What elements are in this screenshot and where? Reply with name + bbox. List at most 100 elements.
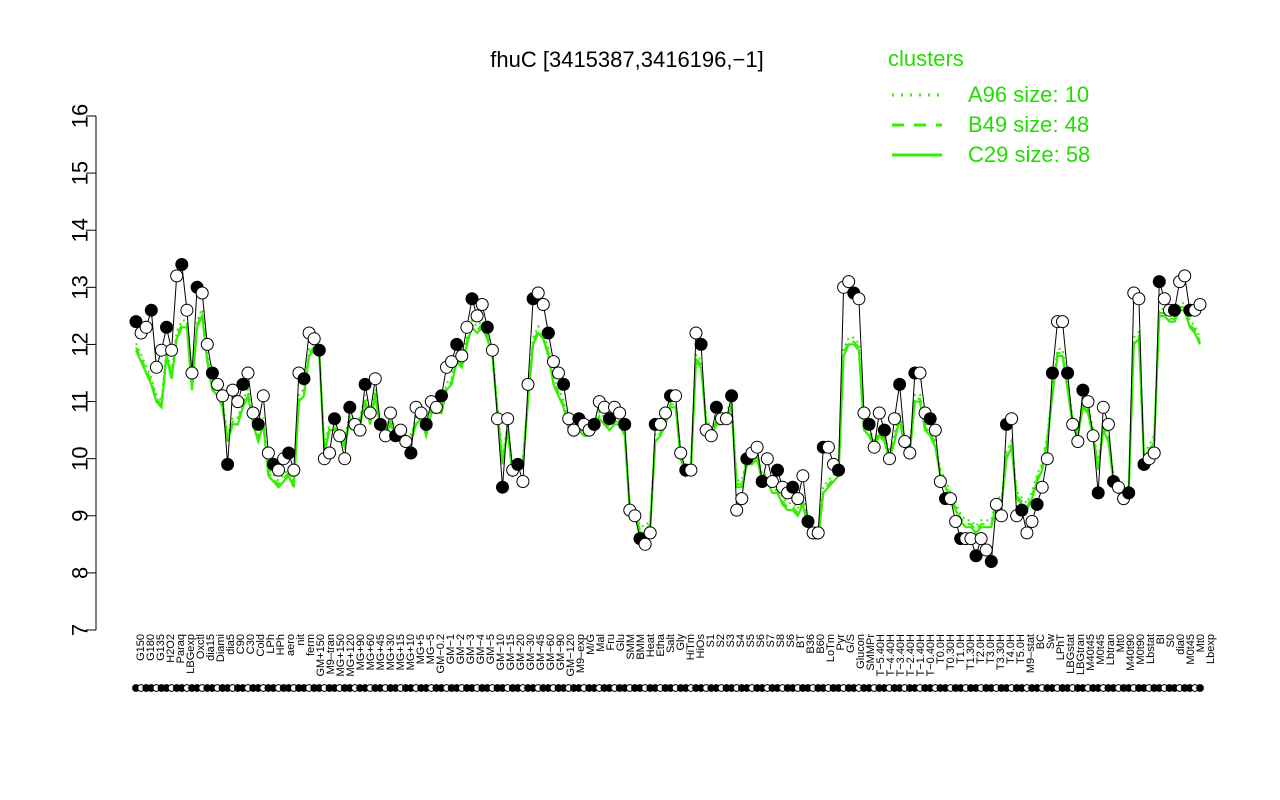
- data-point: [796, 469, 810, 483]
- x-tick-label: BMM: [635, 634, 647, 660]
- x-tick-label: MG+60: [365, 634, 377, 670]
- x-tick-label: M9–stat: [1025, 634, 1037, 673]
- x-tick-label: M0t45: [1095, 634, 1107, 665]
- data-point: [1091, 486, 1105, 500]
- x-tick-label: S6: [755, 634, 767, 647]
- data-point: [1056, 315, 1069, 329]
- data-point: [989, 497, 1003, 511]
- series-points: [129, 258, 1207, 568]
- data-point: [730, 503, 744, 517]
- data-point: [1005, 412, 1019, 426]
- y-tick-label: 15: [68, 161, 93, 185]
- data-point: [811, 526, 825, 540]
- x-tick-label: Pyr: [835, 634, 847, 651]
- x-tick-label: T3.0H: [985, 634, 997, 664]
- x-tick-label: S6: [785, 634, 797, 647]
- data-point: [297, 372, 311, 386]
- x-tick-label: S3: [725, 634, 737, 647]
- data-point: [333, 429, 347, 443]
- data-point: [541, 326, 555, 340]
- x-tick-label: Etha: [655, 633, 667, 657]
- x-tick-label: GM+150: [315, 634, 327, 677]
- data-point: [368, 372, 382, 386]
- data-point: [358, 377, 372, 391]
- x-tick-label: T−0.40H: [925, 634, 937, 677]
- data-point: [185, 366, 199, 380]
- x-tick-label: Sw: [1045, 634, 1057, 649]
- data-point: [221, 457, 235, 471]
- legend-label-a96: A96 size: 10: [968, 82, 1089, 107]
- data-point: [638, 537, 652, 551]
- x-tick-label: GM−10: [495, 634, 507, 670]
- x-tick-label: BI: [1155, 634, 1167, 644]
- data-point: [618, 417, 632, 431]
- x-tick-label: LBGstat: [1065, 634, 1077, 674]
- data-point: [195, 286, 209, 300]
- data-point: [480, 320, 494, 334]
- data-point: [984, 555, 998, 568]
- data-point: [287, 463, 301, 477]
- data-point: [735, 492, 749, 506]
- x-tick-label: SMM: [625, 634, 637, 660]
- y-tick-label: 10: [68, 446, 93, 470]
- data-point: [669, 389, 683, 403]
- data-point: [475, 298, 489, 311]
- x-tick-label: GM−20: [515, 634, 527, 670]
- y-tick-label: 9: [68, 510, 93, 522]
- x-tick-label: Diami: [215, 634, 227, 662]
- data-point: [1025, 515, 1039, 528]
- data-point: [282, 446, 296, 460]
- data-point: [888, 412, 901, 426]
- data-point: [974, 532, 988, 546]
- x-tick-label: MG+30: [385, 634, 397, 670]
- x-tick-label: GM−2: [455, 634, 467, 664]
- data-point: [165, 343, 179, 357]
- x-tick-markers: [132, 684, 1204, 692]
- x-tick-label: BT: [795, 634, 807, 648]
- y-tick-label: 11: [68, 390, 93, 413]
- legend: clusters A96 size: 10 B49 size: 48 C29 s…: [888, 46, 1090, 167]
- data-point: [531, 286, 545, 300]
- data-point: [949, 515, 963, 528]
- data-point: [485, 343, 499, 357]
- data-point: [1071, 435, 1085, 448]
- x-tick-label: dia0: [1175, 634, 1187, 655]
- x-tick-label: HiOs: [695, 634, 707, 659]
- x-tick-label: dia5: [225, 634, 237, 655]
- x-tick-label: Fru: [605, 634, 617, 651]
- data-point: [1045, 366, 1059, 380]
- x-tick-label: MG+150: [335, 634, 347, 677]
- data-point: [256, 389, 270, 403]
- x-tick-label: GM−1: [445, 634, 457, 664]
- x-tick-label: S2: [715, 634, 727, 647]
- x-tick-label: GM−15: [505, 634, 517, 670]
- data-point: [1076, 383, 1090, 397]
- legend-label-c29: C29 size: 58: [968, 142, 1090, 167]
- data-point: [414, 406, 428, 420]
- data-point: [419, 417, 433, 431]
- data-point: [862, 417, 876, 431]
- x-tick-label: G/S: [845, 634, 857, 653]
- data-point: [867, 440, 881, 454]
- x-tick-label: GM−30: [525, 634, 537, 670]
- x-tick-label: GM−90: [555, 634, 567, 670]
- x-tick-label: MG+5: [415, 634, 427, 664]
- data-point: [1030, 497, 1044, 511]
- data-point: [1096, 400, 1110, 414]
- data-point: [821, 440, 835, 454]
- data-point: [928, 423, 942, 437]
- x-tick-label: T4.0H: [1005, 634, 1017, 664]
- data-point: [791, 492, 805, 506]
- x-tick-label: M40t90: [1125, 634, 1137, 671]
- data-point: [842, 275, 856, 289]
- data-point: [898, 435, 912, 448]
- x-tick-label: LPhT: [1055, 634, 1067, 661]
- x-tick-label: Mt0: [1195, 634, 1207, 652]
- data-point: [613, 406, 627, 420]
- data-point: [877, 423, 891, 437]
- data-point: [373, 417, 387, 431]
- y-tick-label: 13: [68, 275, 93, 299]
- x-tick-label: H2O2: [165, 634, 177, 663]
- data-point: [765, 475, 779, 488]
- data-point: [261, 446, 275, 460]
